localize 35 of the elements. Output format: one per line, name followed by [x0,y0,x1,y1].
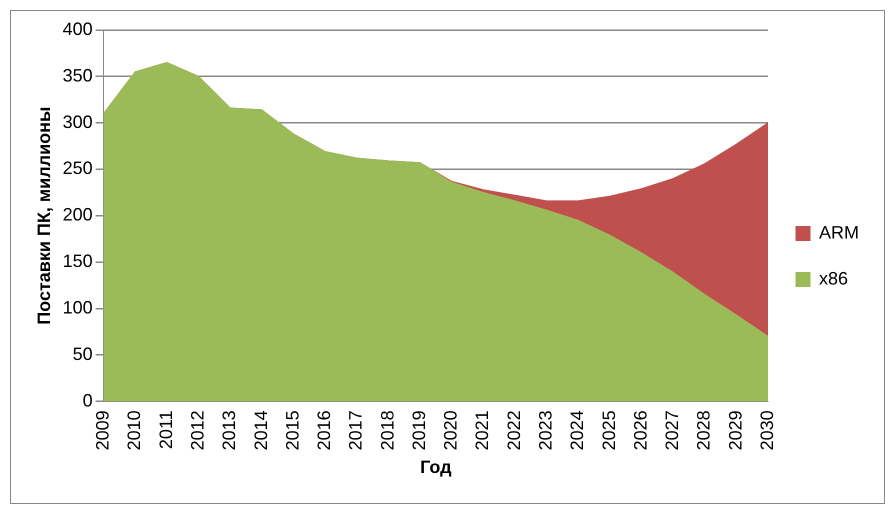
x-tick-label: 2029 [725,410,746,450]
x-tick-label: 2020 [440,410,461,450]
x-tick-label: 2026 [630,410,650,450]
x-tick-label: 2028 [694,410,714,450]
legend-label: ARM [819,222,859,242]
y-tick-label: 50 [72,344,93,364]
x-tick-label: 2022 [504,410,524,450]
x-tick-label: 2016 [314,410,334,450]
x-tick-label: 2011 [156,410,176,450]
legend-label: x86 [819,268,848,288]
x-tick-label: 2025 [598,410,619,450]
x-tick-label: 2023 [536,410,556,450]
x-tick-label: 2010 [124,410,144,450]
x-tick-label: 2021 [472,410,492,450]
x-tick-label: 2014 [250,410,271,450]
y-tick-label: 400 [62,18,93,39]
y-tick-label: 300 [62,112,93,132]
y-axis-title: Поставки ПК, миллионы [34,106,54,325]
x-tick-label: 2018 [377,410,398,450]
x-tick-label: 2012 [188,410,208,450]
x-tick-label: 2019 [408,410,429,450]
y-tick-label: 250 [62,158,93,178]
x-tick-label: 2027 [662,410,682,450]
y-tick-label: 0 [82,390,93,410]
x-tick-label: 2013 [219,410,240,450]
y-tick-label: 100 [62,297,93,318]
x-tick-label: 2017 [346,410,366,450]
x-tick-label: 2024 [567,410,588,450]
y-tick-label: 200 [62,204,93,225]
y-tick-label: 150 [62,251,93,272]
x-tick-label: 2015 [282,410,302,450]
y-tick-label: 350 [62,65,93,86]
x-axis-title: Год [420,457,452,478]
x-tick-label: 2030 [756,410,777,450]
x-tick-label: 2009 [92,410,113,450]
